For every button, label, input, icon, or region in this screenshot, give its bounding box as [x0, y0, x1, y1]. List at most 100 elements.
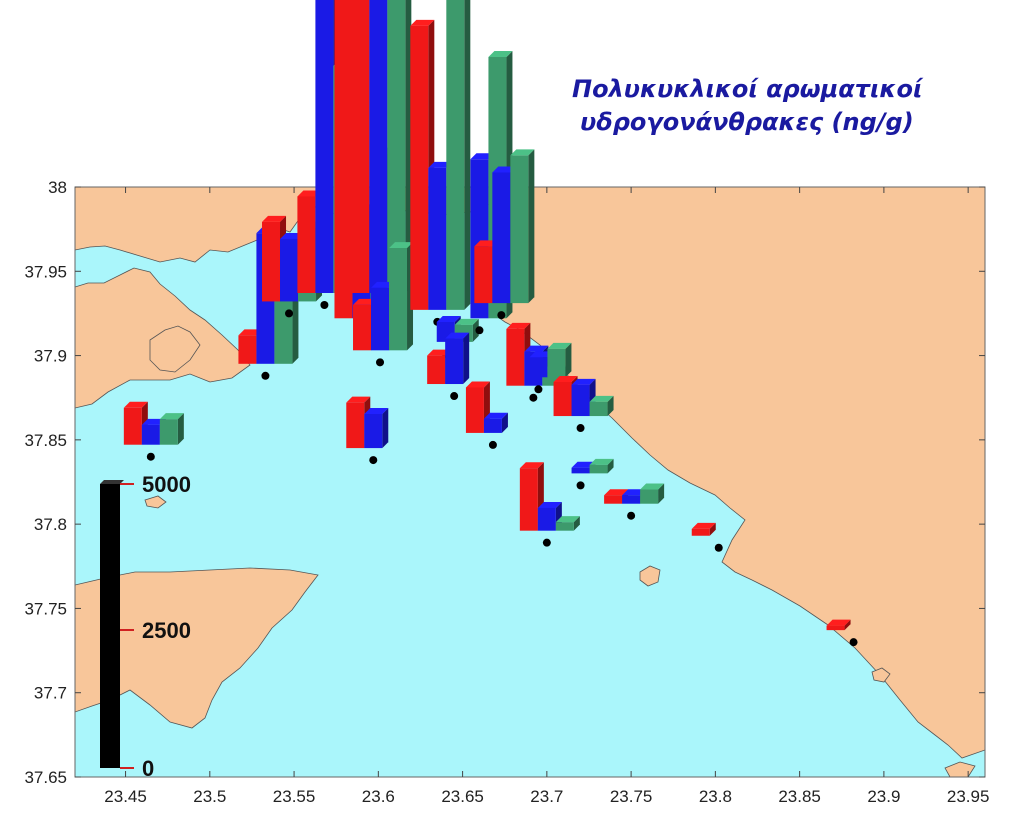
station-bar-side-blue	[501, 412, 508, 433]
station-marker	[369, 456, 378, 465]
land-islet-4	[944, 761, 976, 777]
scale-label-mid: 2500	[142, 618, 191, 643]
station-bar-top-red	[123, 401, 148, 408]
x-tick-label: 23.65	[441, 787, 484, 806]
station-bar-side-green	[607, 395, 614, 417]
y-tick-label: 37.65	[24, 768, 67, 787]
station-bar-top-blue	[445, 332, 470, 339]
station-bar-top-green	[454, 318, 479, 325]
station-bar-top-green	[547, 342, 572, 349]
station-bar-blue	[369, 0, 388, 293]
station-bar-blue	[364, 414, 383, 449]
station-bar-top-green	[555, 516, 580, 523]
station-bar-green	[387, 0, 406, 293]
station-bar-red	[826, 625, 845, 631]
station-bar-top-red	[506, 322, 531, 329]
station-bar-green	[547, 348, 566, 378]
station-bar-top-red	[604, 489, 629, 496]
station-bar-red	[519, 468, 538, 531]
station-bar-red	[123, 407, 142, 445]
station-bar-red	[346, 402, 365, 449]
station-bar-side-red	[844, 619, 851, 631]
station-bar-blue	[492, 172, 511, 304]
station-bar-green	[555, 522, 574, 531]
station-bar-blue	[371, 287, 390, 351]
station-bar-green	[446, 0, 465, 310]
y-tick-label: 37.75	[24, 599, 67, 618]
station-bar-blue	[280, 238, 299, 302]
x-tick-label: 23.75	[610, 787, 653, 806]
station-bar-top-red	[826, 619, 851, 626]
station-bar-red	[427, 355, 446, 385]
station-bar-blue	[428, 167, 447, 310]
station-bar-green	[159, 419, 178, 445]
scale-bar	[100, 484, 120, 768]
station-bar-top-blue	[524, 345, 549, 352]
station-marker	[714, 543, 723, 552]
land-aegina	[75, 567, 319, 729]
station-marker	[320, 301, 329, 309]
station-bar-side-green	[658, 483, 665, 504]
station-bar-red	[474, 246, 493, 304]
station-bar-side-green	[565, 342, 572, 378]
station-bar-top-green	[510, 149, 535, 156]
station-bar-red	[410, 25, 429, 310]
station-bar-top-green	[589, 395, 614, 402]
station-bar-top-green	[640, 483, 665, 490]
x-tick-label: 23.7	[530, 787, 563, 806]
station-marker	[534, 385, 543, 394]
station-bar-red	[691, 528, 710, 536]
station-bar-side-green	[177, 413, 184, 445]
station-bar-green	[510, 155, 529, 304]
y-tick-label: 38	[48, 178, 67, 197]
station-bar-top-green	[389, 242, 414, 249]
map-title-line-2: υδρογονάνθρακες (ng/g)	[580, 108, 914, 136]
x-tick-label: 23.5	[193, 787, 226, 806]
station-bar-green	[389, 248, 408, 351]
station-bar-red	[353, 304, 372, 351]
station-marker	[576, 481, 585, 490]
station-bar-red	[297, 196, 316, 293]
station-bar-side-green	[405, 0, 412, 293]
station-bar-red	[262, 221, 281, 302]
station-bar-blue	[483, 418, 502, 433]
station-bar-side-green	[464, 0, 471, 310]
station-bar-side-green	[573, 516, 580, 531]
station-marker	[376, 358, 385, 367]
y-tick-label: 37.95	[24, 262, 67, 281]
station-bar-top-green	[589, 458, 614, 465]
station-bar-top-red	[410, 19, 435, 26]
scale-label-min: 0	[142, 756, 154, 781]
station-marker	[285, 309, 294, 318]
scale-bar-legend: 5000 2500 0	[100, 472, 191, 781]
x-tick-label: 23.85	[778, 787, 821, 806]
station-bar-blue	[529, 357, 548, 378]
station-bar-green	[589, 401, 608, 417]
station-bar-side-green	[528, 149, 535, 304]
station-bar-blue	[537, 507, 556, 531]
station-bar-blue	[315, 0, 334, 293]
land-islet-1	[639, 565, 661, 587]
x-tick-label: 23.55	[273, 787, 316, 806]
scale-label-max: 5000	[142, 472, 191, 497]
station-bar-top-red	[691, 522, 716, 529]
station-bar-red	[351, 0, 370, 293]
station-bar-blue	[141, 424, 160, 445]
station-bar-top-red	[519, 462, 544, 469]
scale-bar-top	[100, 480, 124, 484]
station-marker	[450, 392, 459, 401]
station-bar-green	[589, 464, 608, 474]
x-tick-label: 23.6	[362, 787, 395, 806]
x-tick-label: 23.8	[699, 787, 732, 806]
station-bar-red	[506, 328, 525, 386]
y-tick-label: 37.8	[34, 515, 67, 534]
station-marker	[542, 538, 551, 547]
station-bar-blue	[622, 495, 641, 504]
station-bar-top-blue	[436, 316, 461, 323]
station-bar-blue	[571, 384, 590, 417]
station-marker	[261, 371, 270, 380]
station-bar-top-blue	[364, 408, 389, 415]
station-bar-red	[238, 335, 257, 364]
station-bar-red	[604, 495, 623, 504]
